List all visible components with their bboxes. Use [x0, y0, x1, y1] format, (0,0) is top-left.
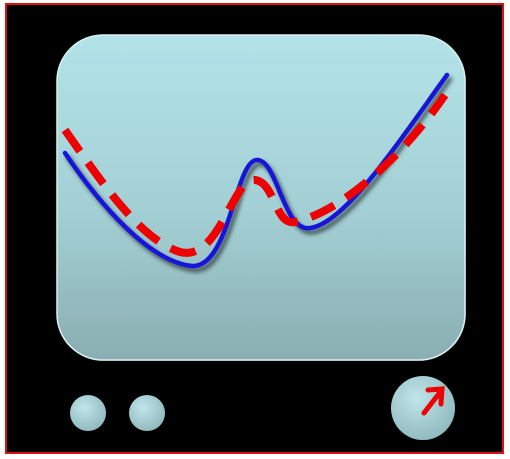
button-middle: [129, 395, 165, 431]
dial: [391, 376, 455, 440]
dial-arrow: [421, 386, 445, 416]
red-dashed-curve: [61, 92, 449, 257]
button-left: [70, 395, 106, 431]
screen: [56, 34, 466, 361]
